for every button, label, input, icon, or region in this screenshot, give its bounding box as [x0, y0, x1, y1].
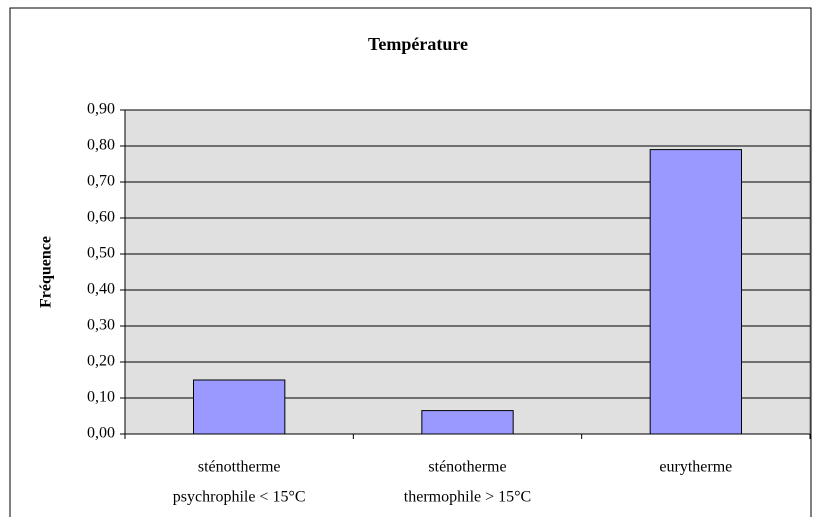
y-tick-label: 0,60 [87, 209, 115, 226]
bar [193, 379, 286, 435]
y-axis-label: Fréquence [38, 236, 55, 308]
x-tick-label: thermophile > 15°C [404, 489, 531, 506]
x-tick-label: eurytherme [659, 459, 732, 476]
bar [649, 149, 743, 435]
y-tick-label: 0,20 [87, 353, 115, 370]
x-tick-label: sténottherme [198, 459, 281, 476]
x-tick-label: sténotherme [428, 459, 506, 476]
y-tick-label: 0,10 [87, 389, 115, 406]
y-tick-label: 0,90 [87, 101, 115, 118]
bar [421, 410, 514, 435]
chart-title: Température [368, 34, 468, 54]
y-tick-label: 0,70 [87, 173, 115, 190]
y-tick-label: 0,30 [87, 317, 115, 334]
y-tick-label: 0,50 [87, 245, 115, 262]
y-tick-label: 0,00 [87, 425, 115, 442]
x-tick-label: psychrophile < 15°C [173, 489, 306, 506]
y-tick-label: 0,80 [87, 137, 115, 154]
y-tick-label: 0,40 [87, 281, 115, 298]
